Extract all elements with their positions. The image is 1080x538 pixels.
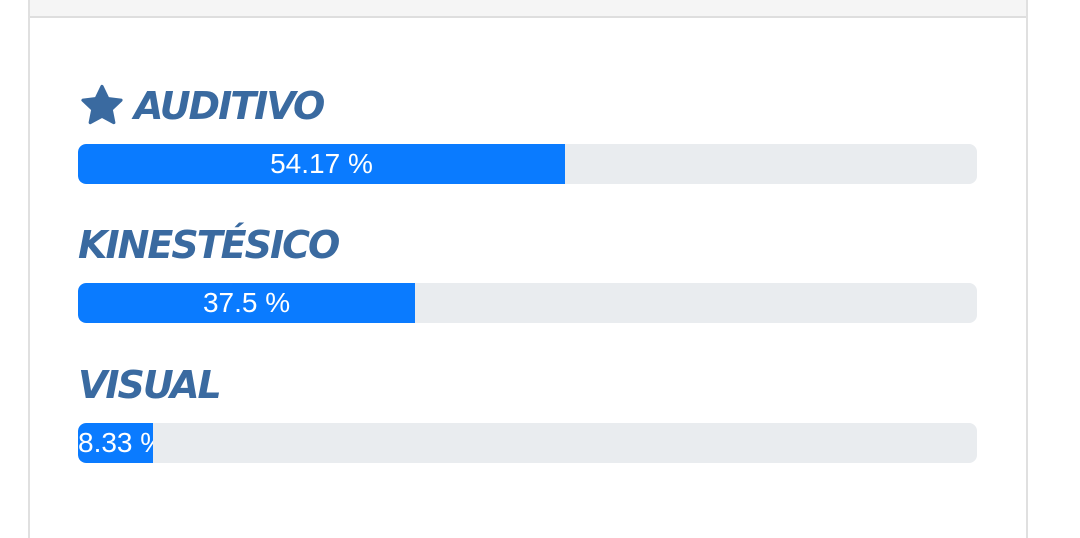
result-label-row: VISUAL (78, 359, 978, 411)
result-label: AUDITIVO (134, 84, 325, 128)
result-item-kinestesico: KINESTÉSICO 37.5 % (78, 219, 978, 323)
result-item-auditivo: AUDITIVO 54.17 % (78, 80, 978, 184)
result-label-row: KINESTÉSICO (78, 219, 978, 271)
progress-bar: 8.33 % (78, 423, 977, 463)
progress-fill: 8.33 % (78, 423, 153, 463)
progress-bar: 54.17 % (78, 144, 977, 184)
result-label: KINESTÉSICO (78, 223, 340, 267)
star-icon (81, 84, 123, 125)
result-label-row: AUDITIVO (78, 80, 978, 132)
progress-fill: 37.5 % (78, 283, 416, 323)
result-item-visual: VISUAL 8.33 % (78, 359, 978, 463)
progress-fill: 54.17 % (78, 144, 565, 184)
result-label: VISUAL (78, 363, 222, 407)
card-header (30, 0, 1026, 18)
progress-bar: 37.5 % (78, 283, 977, 323)
